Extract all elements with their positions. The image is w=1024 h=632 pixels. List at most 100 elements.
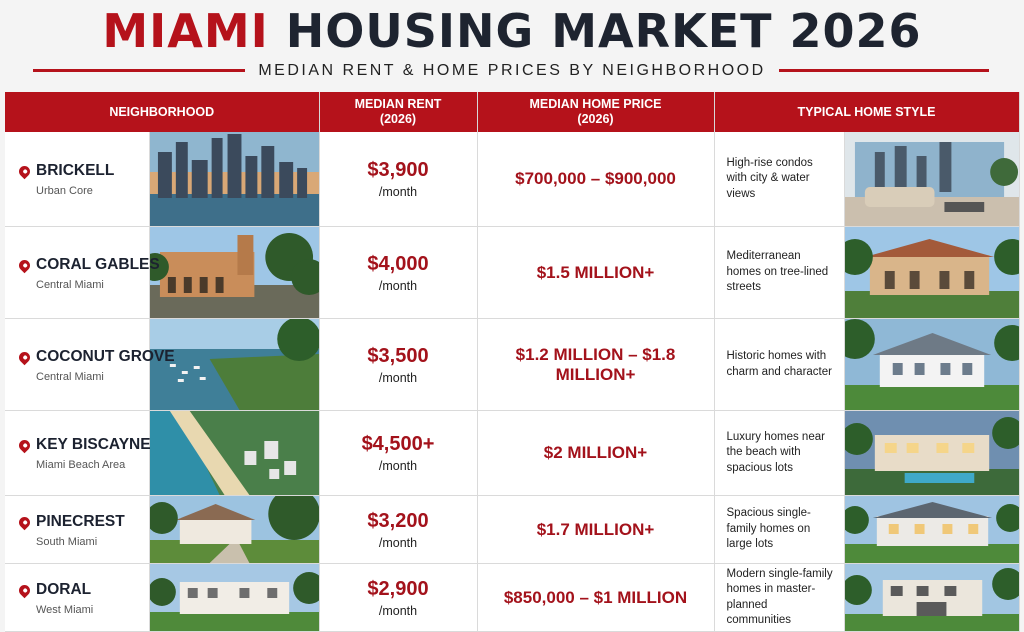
home-style-photo <box>844 564 1019 631</box>
median-rent-period: /month <box>378 185 418 199</box>
neighborhood-name: CORAL GABLES <box>36 256 160 273</box>
home-style-photo-cell <box>844 410 1020 496</box>
neighborhood-area: Central Miami <box>36 279 104 291</box>
table-header-row: NEIGHBORHOOD MEDIAN RENT (2026) MEDIAN H… <box>5 92 1020 132</box>
home-style-photo-cell <box>844 132 1020 227</box>
column-header-neighborhood: NEIGHBORHOOD <box>5 92 320 132</box>
neighborhood-cell: COCONUT GROVE Central Miami <box>5 318 175 411</box>
median-rent-period: /month <box>378 370 418 385</box>
median-rent-value: $3,900 <box>367 159 429 181</box>
median-rent-period: /month <box>378 459 418 473</box>
page-title: MIAMI HOUSING MARKET 2026 <box>0 4 1024 58</box>
neighborhood-name: BRICKELL <box>36 162 115 179</box>
column-header-style: TYPICAL HOME STYLE <box>714 92 1020 132</box>
home-style-photo <box>844 411 1019 495</box>
page-subtitle: MEDIAN RENT & HOME PRICES BY NEIGHBORHOO… <box>258 62 766 79</box>
neighborhood-photo-cell <box>149 410 320 496</box>
median-rent-cell: $3,900/month <box>319 132 478 227</box>
median-rent-value: $3,200 <box>367 509 429 532</box>
median-rent-cell: $4,500+ /month <box>319 410 478 496</box>
home-style-photo <box>844 496 1019 563</box>
home-style-description: Spacious single-family homes on large lo… <box>714 495 845 564</box>
median-home-price: $1.5 MILLION+ <box>477 226 715 319</box>
location-pin-icon <box>16 349 33 366</box>
location-pin-icon <box>16 437 33 454</box>
table-row: KEY BISCAYNE Miami Beach Area $4,500+ /mont… <box>5 410 1020 496</box>
neighborhood-name: COCONUT GROVE <box>36 348 175 365</box>
median-rent-period: /month <box>378 603 418 618</box>
neighborhood-photo-cell <box>149 318 320 411</box>
neighborhood-photo-cell <box>149 495 320 564</box>
neighborhood-name: KEY BISCAYNE <box>36 436 151 453</box>
home-style-photo-cell <box>844 563 1020 632</box>
neighborhood-area: Central Miami <box>36 371 104 383</box>
neighborhood-cell: CORAL GABLES Central Miami <box>5 226 160 319</box>
median-rent-cell: $2,900/month <box>319 563 478 632</box>
neighborhood-area: South Miami <box>36 536 98 548</box>
neighborhood-photo <box>149 564 319 631</box>
subtitle-row: MEDIAN RENT & HOME PRICES BY NEIGHBORHOO… <box>0 62 1024 84</box>
neighborhood-name: DORAL <box>36 581 92 598</box>
table-row: BRICKELL Urban Core $3,900/month $700,000 –… <box>5 132 1020 227</box>
home-style-photo-cell <box>844 318 1020 411</box>
location-pin-icon <box>16 514 33 531</box>
median-rent-value: $3,500 <box>367 344 429 367</box>
neighborhood-cell: BRICKELL Urban Core <box>5 132 150 227</box>
column-header-price-line1: MEDIAN HOME PRICE <box>529 97 662 111</box>
neighborhood-photo <box>149 319 319 410</box>
home-style-photo <box>844 132 1019 226</box>
subtitle-divider-right <box>779 69 989 72</box>
neighborhood-area: West Miami <box>36 604 94 616</box>
median-home-price: $2 MILLION+ <box>477 410 715 496</box>
neighborhood-area: Urban Core <box>36 185 93 197</box>
neighborhood-photo <box>149 496 319 563</box>
home-style-description: Modern single-family homes in master-pla… <box>714 563 845 632</box>
column-header-rent-line1: MEDIAN RENT <box>354 97 442 111</box>
location-pin-icon <box>16 163 33 180</box>
home-style-description: Luxury homes near the beach with spaciou… <box>714 410 845 496</box>
median-home-price: $700,000 – $900,000 <box>477 132 715 227</box>
neighborhood-area: Miami Beach Area <box>36 459 126 471</box>
median-rent-period: /month <box>378 535 418 550</box>
location-pin-icon <box>16 257 33 274</box>
neighborhood-cell: KEY BISCAYNE Miami Beach Area <box>5 410 151 496</box>
median-rent-period: /month <box>378 278 418 293</box>
neighborhood-name: PINECREST <box>36 513 125 530</box>
table-row: CORAL GABLES Central Miami $4,000/month $1.… <box>5 226 1020 319</box>
column-header-price: MEDIAN HOME PRICE (2026) <box>477 92 715 132</box>
home-style-photo-cell <box>844 226 1020 319</box>
location-pin-icon <box>16 582 33 599</box>
neighborhood-photo-cell <box>149 132 320 227</box>
median-rent-cell: $3,500/month <box>319 318 478 411</box>
home-style-description: Mediterranean homes on tree-lined street… <box>714 226 845 319</box>
median-home-price: $1.2 MILLION – $1.8 MILLION+ <box>477 318 715 411</box>
median-rent-cell: $3,200/month <box>319 495 478 564</box>
column-header-rent: MEDIAN RENT (2026) <box>319 92 478 132</box>
median-home-price: $1.7 MILLION+ <box>477 495 715 564</box>
median-home-price: $850,000 – $1 MILLION <box>477 563 715 632</box>
neighborhood-photo <box>149 132 319 226</box>
neighborhood-photo <box>149 227 319 318</box>
neighborhood-photo <box>149 411 319 495</box>
table-row: COCONUT GROVE Central Miami $3,500/month $1… <box>5 318 1020 411</box>
title-rest: HOUSING MARKET 2026 <box>268 4 922 58</box>
subtitle-divider-left <box>33 69 245 72</box>
neighborhood-cell: PINECREST South Miami <box>5 495 150 564</box>
home-style-photo-cell <box>844 495 1020 564</box>
neighborhood-photo-cell <box>149 563 320 632</box>
table-row: PINECREST South Miami $3,200/month $1.7 MIL… <box>5 495 1020 564</box>
median-rent-value: $4,000 <box>367 252 429 275</box>
median-rent-value: $4,500+ <box>361 433 435 455</box>
neighborhood-cell: DORAL West Miami <box>5 563 150 632</box>
home-style-photo <box>844 227 1019 318</box>
home-style-photo <box>844 319 1019 410</box>
median-rent-value: $2,900 <box>367 577 429 600</box>
median-rent-cell: $4,000/month <box>319 226 478 319</box>
column-header-price-line2: (2026) <box>577 112 614 126</box>
column-header-rent-line2: (2026) <box>379 112 417 126</box>
title-miami: MIAMI <box>102 4 269 58</box>
neighborhood-photo-cell <box>149 226 320 319</box>
housing-table: NEIGHBORHOOD MEDIAN RENT (2026) MEDIAN H… <box>5 92 1020 632</box>
table-row: DORAL West Miami $2,900/month $850,000 – $1… <box>5 563 1020 632</box>
home-style-description: High-rise condos with city & water views <box>714 132 845 227</box>
